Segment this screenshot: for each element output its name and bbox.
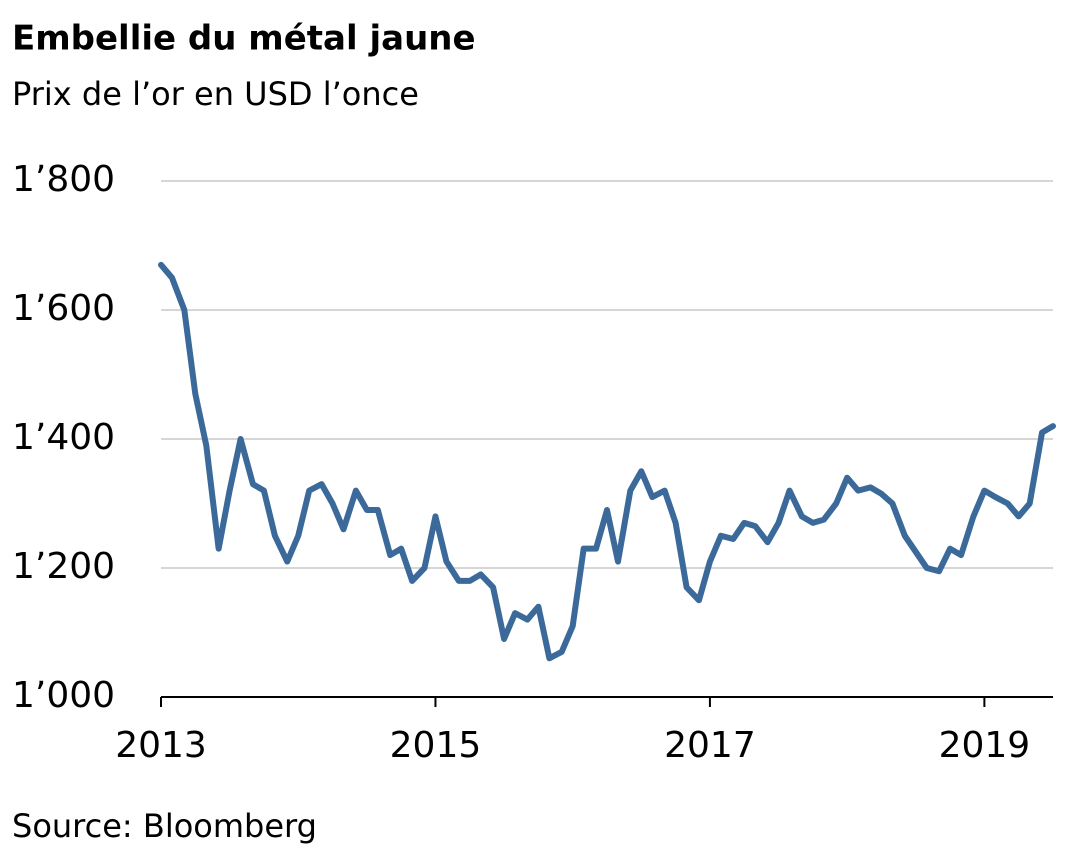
x-tick-label: 2015 <box>390 725 482 766</box>
y-tick-label: 1’600 <box>12 288 115 329</box>
chart-subtitle: Prix de l’or en USD l’once <box>12 75 419 113</box>
source: Source: Bloomberg <box>12 807 317 845</box>
y-tick-label: 1’200 <box>12 546 115 587</box>
line <box>158 261 1056 662</box>
chart-title: Embellie du métal jaune <box>12 19 476 59</box>
y-tick-label: 1’000 <box>12 675 115 716</box>
x-tick-label: 2019 <box>939 725 1031 766</box>
y-tick-label: 1’400 <box>12 417 115 458</box>
x-tick-label: 2017 <box>664 725 756 766</box>
x-tick-label: 2013 <box>115 725 207 766</box>
y-tick-label: 1’800 <box>12 159 115 200</box>
